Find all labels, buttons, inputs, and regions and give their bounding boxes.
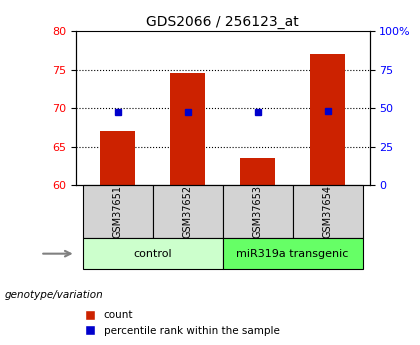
Bar: [170, 73, 205, 185]
FancyBboxPatch shape: [152, 185, 223, 238]
Text: GSM37651: GSM37651: [113, 185, 123, 238]
Text: GSM37654: GSM37654: [323, 185, 333, 238]
Bar: [100, 131, 135, 185]
Text: GSM37652: GSM37652: [183, 185, 193, 238]
FancyBboxPatch shape: [223, 238, 362, 269]
Text: control: control: [133, 249, 172, 259]
FancyBboxPatch shape: [223, 185, 293, 238]
Bar: [240, 158, 275, 185]
Bar: [310, 54, 345, 185]
FancyBboxPatch shape: [83, 185, 152, 238]
Legend: count, percentile rank within the sample: count, percentile rank within the sample: [81, 306, 284, 340]
FancyBboxPatch shape: [293, 185, 362, 238]
Title: GDS2066 / 256123_at: GDS2066 / 256123_at: [146, 14, 299, 29]
Text: miR319a transgenic: miR319a transgenic: [236, 249, 349, 259]
FancyBboxPatch shape: [83, 238, 223, 269]
Text: GSM37653: GSM37653: [252, 185, 262, 238]
Text: genotype/variation: genotype/variation: [4, 290, 103, 300]
